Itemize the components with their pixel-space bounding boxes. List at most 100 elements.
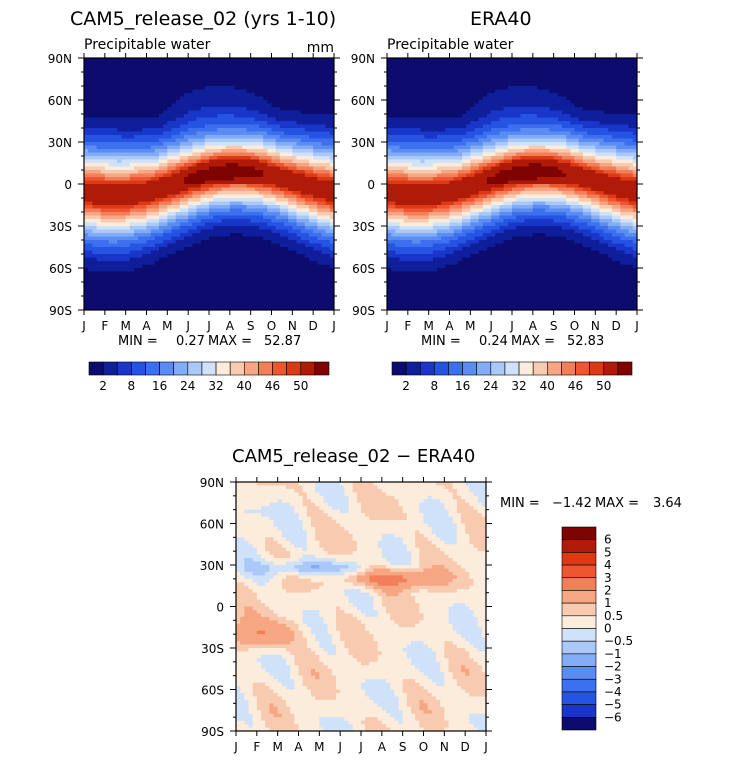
field-cell: [113, 299, 118, 304]
field-cell: [309, 149, 314, 154]
field-cell: [171, 170, 177, 175]
field-cell: [279, 271, 285, 276]
field-cell: [117, 208, 123, 213]
field-cell: [196, 296, 202, 301]
field-cell: [154, 285, 160, 290]
field-cell: [179, 170, 185, 175]
field-cell: [138, 292, 143, 297]
field-cell: [159, 268, 164, 273]
field-cell: [104, 75, 110, 80]
field-cell: [179, 180, 185, 185]
field-cell: [217, 142, 223, 147]
field-cell: [309, 247, 314, 252]
field-cell: [309, 198, 314, 203]
field-cell: [154, 191, 160, 196]
field-cell: [221, 131, 227, 136]
field-cell: [317, 264, 323, 269]
field-cell: [317, 201, 323, 206]
field-cell: [288, 268, 293, 273]
field-cell: [100, 299, 106, 304]
field-cell: [184, 264, 189, 269]
field-cell: [300, 250, 306, 255]
field-cell: [167, 254, 173, 259]
field-cell: [100, 142, 106, 147]
field-cell: [92, 159, 98, 164]
field-cell: [104, 222, 110, 227]
field-cell: [288, 58, 293, 63]
field-cell: [524, 79, 530, 84]
field-cell: [217, 250, 223, 255]
field-cell: [121, 198, 127, 203]
field-cell: [284, 107, 289, 112]
field-cell: [292, 219, 298, 224]
field-cell: [138, 222, 143, 227]
field-cell: [313, 100, 318, 105]
field-cell: [570, 58, 576, 63]
field-cell: [100, 170, 106, 175]
field-cell: [288, 233, 293, 238]
field-cell: [329, 268, 334, 273]
field-cell: [204, 208, 210, 213]
field-cell: [92, 86, 98, 91]
field-cell: [325, 191, 331, 196]
field-cell: [84, 292, 89, 297]
field-cell: [163, 198, 168, 203]
field-cell: [250, 243, 256, 248]
field-cell: [204, 296, 210, 301]
field-cell: [234, 163, 239, 168]
field-cell: [117, 222, 123, 227]
field-cell: [109, 289, 114, 294]
field-cell: [125, 65, 131, 70]
field-cell: [125, 271, 131, 276]
field-cell: [263, 163, 268, 168]
field-cell: [154, 149, 160, 154]
field-cell: [192, 121, 198, 126]
field-cell: [229, 233, 235, 238]
field-cell: [217, 170, 223, 175]
field-cell: [296, 215, 302, 220]
field-cell: [263, 191, 268, 196]
field-cell: [304, 306, 310, 310]
field-cell: [321, 177, 327, 182]
field-cell: [221, 194, 227, 199]
field-cell: [566, 65, 571, 70]
field-cell: [267, 79, 273, 84]
field-cell: [304, 96, 310, 101]
field-cell: [595, 79, 601, 84]
field-cell: [313, 292, 318, 297]
field-cell: [288, 177, 293, 182]
field-cell: [138, 191, 143, 196]
field-cell: [129, 268, 135, 273]
field-cell: [134, 79, 139, 84]
field-cell: [104, 261, 110, 266]
field-cell: [271, 180, 277, 185]
field-cell: [125, 68, 131, 73]
field-cell: [196, 306, 202, 310]
field-cell: [134, 205, 139, 210]
field-cell: [321, 58, 327, 63]
field-cell: [304, 233, 310, 238]
field-cell: [309, 96, 314, 101]
field-cell: [238, 61, 243, 66]
field-cell: [234, 86, 239, 91]
field-cell: [524, 58, 530, 63]
field-cell: [242, 138, 248, 143]
field-cell: [117, 149, 123, 154]
field-cell: [171, 184, 177, 189]
field-cell: [154, 226, 160, 231]
field-cell: [238, 110, 243, 115]
field-cell: [138, 303, 143, 308]
field-cell: [138, 306, 143, 310]
field-cell: [104, 58, 110, 63]
field-cell: [416, 75, 421, 80]
field-cell: [138, 149, 143, 154]
field-cell: [395, 89, 401, 94]
field-cell: [188, 149, 193, 154]
field-cell: [325, 117, 331, 122]
field-cell: [250, 86, 256, 91]
field-cell: [200, 131, 206, 136]
field-cell: [213, 100, 218, 105]
field-cell: [329, 240, 334, 245]
field-cell: [254, 103, 260, 108]
field-cell: [225, 58, 231, 63]
